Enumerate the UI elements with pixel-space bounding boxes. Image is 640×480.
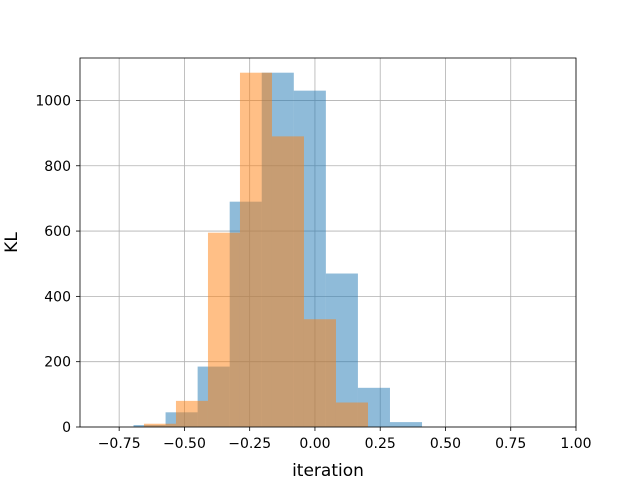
histogram-bar-s1-5 [303, 319, 336, 427]
x-tick-label-5: 0.50 [430, 436, 461, 452]
plot-frame [79, 57, 577, 428]
histogram-bar-s1-6 [335, 402, 368, 427]
histogram-bar-s1-4 [271, 136, 304, 427]
x-tick-label-1: −0.50 [163, 436, 206, 452]
x-tick-label-7: 1.00 [560, 436, 591, 452]
histogram-bar-s1-3 [239, 72, 272, 427]
y-axis-ticks: 0 200 400 600 800 1000 [35, 93, 80, 436]
x-tick-label-3: 0.00 [299, 436, 330, 452]
y-tick-label-5: 1000 [35, 93, 71, 109]
x-axis-label: iteration [292, 461, 364, 480]
histogram-bar-s1-0 [143, 423, 176, 427]
y-tick-label-3: 600 [44, 224, 71, 240]
x-tick-label-4: 0.25 [365, 436, 396, 452]
histogram-bar-s1-2 [207, 232, 240, 427]
grid-lines [80, 58, 577, 428]
x-tick-label-6: 0.75 [495, 436, 526, 452]
y-tick-label-1: 200 [44, 355, 71, 371]
x-axis-ticks: −0.75 −0.50 −0.25 0.00 0.25 0.50 0.75 1.00 [98, 427, 592, 452]
y-tick-label-4: 800 [44, 159, 71, 175]
x-tick-label-2: −0.25 [228, 436, 271, 452]
histogram-bars [133, 72, 423, 427]
x-tick-label-0: −0.75 [98, 436, 141, 452]
histogram-bar-s0-8 [389, 422, 423, 427]
y-axis-label: KL [2, 232, 22, 253]
histogram-bar-s1-1 [175, 400, 208, 427]
y-tick-label-0: 0 [62, 420, 71, 436]
y-tick-label-2: 400 [44, 289, 71, 305]
